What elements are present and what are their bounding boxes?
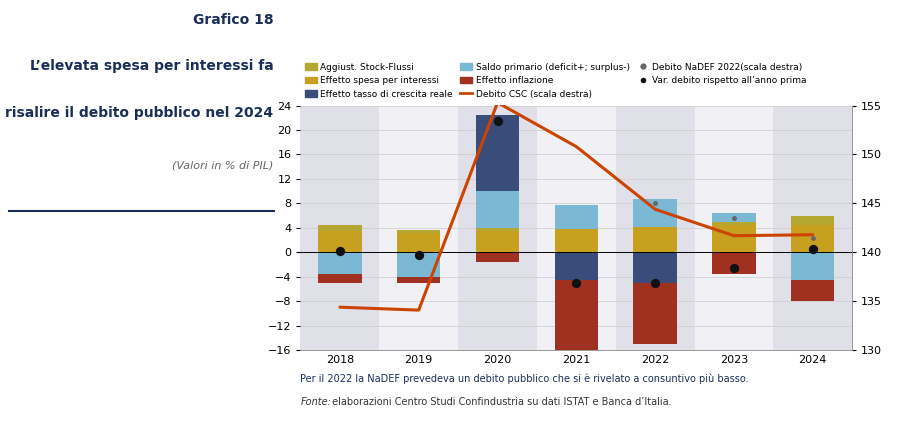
Bar xyxy=(633,252,677,283)
Bar xyxy=(791,225,834,252)
Bar xyxy=(633,199,677,227)
Bar xyxy=(791,216,834,225)
Point xyxy=(806,246,820,253)
Bar xyxy=(791,280,834,301)
Bar xyxy=(458,106,537,350)
Bar xyxy=(712,225,755,252)
Text: risalire il debito pubblico nel 2024: risalire il debito pubblico nel 2024 xyxy=(5,106,274,119)
Bar xyxy=(475,252,519,262)
Bar xyxy=(633,227,677,252)
Point xyxy=(727,264,741,271)
Bar xyxy=(397,230,440,233)
Bar xyxy=(475,115,519,191)
Text: elaborazioni Centro Studi Confindustria su dati ISTAT e Banca d’Italia.: elaborazioni Centro Studi Confindustria … xyxy=(329,397,672,407)
Bar xyxy=(397,252,440,277)
Text: L’elevata spesa per interessi fa: L’elevata spesa per interessi fa xyxy=(30,59,274,73)
Bar xyxy=(791,252,834,280)
Text: Grafico 18: Grafico 18 xyxy=(193,13,274,27)
Bar xyxy=(318,231,361,252)
Bar xyxy=(712,252,755,274)
Bar xyxy=(475,228,519,231)
Bar xyxy=(379,106,458,350)
Point xyxy=(491,117,505,124)
Bar xyxy=(300,106,379,350)
Point xyxy=(569,279,583,286)
Bar xyxy=(694,106,773,350)
Bar xyxy=(318,252,361,274)
Bar xyxy=(397,277,440,283)
Bar xyxy=(554,205,598,229)
Point xyxy=(648,279,662,286)
Bar xyxy=(633,283,677,344)
Bar xyxy=(475,231,519,252)
Bar xyxy=(318,274,361,283)
Text: Fonte:: Fonte: xyxy=(300,397,331,407)
Point xyxy=(333,247,347,254)
Bar xyxy=(712,213,755,222)
Bar xyxy=(475,191,519,228)
Text: Per il 2022 la NaDEF prevedeva un debito pubblico che si è rivelato a consuntivo: Per il 2022 la NaDEF prevedeva un debito… xyxy=(300,373,749,384)
Bar xyxy=(397,233,440,252)
Bar xyxy=(554,280,598,362)
Text: (Valori in % di PIL): (Valori in % di PIL) xyxy=(172,160,274,170)
Bar xyxy=(554,252,598,280)
Point xyxy=(412,252,426,259)
Bar xyxy=(318,225,361,231)
Bar xyxy=(773,106,852,350)
Bar xyxy=(537,106,615,350)
Legend: Aggiust. Stock-Flussi, Effetto spesa per interessi, Effetto tasso di crescita re: Aggiust. Stock-Flussi, Effetto spesa per… xyxy=(305,62,806,99)
Bar xyxy=(615,106,694,350)
Bar xyxy=(554,229,598,252)
Bar xyxy=(712,222,755,225)
